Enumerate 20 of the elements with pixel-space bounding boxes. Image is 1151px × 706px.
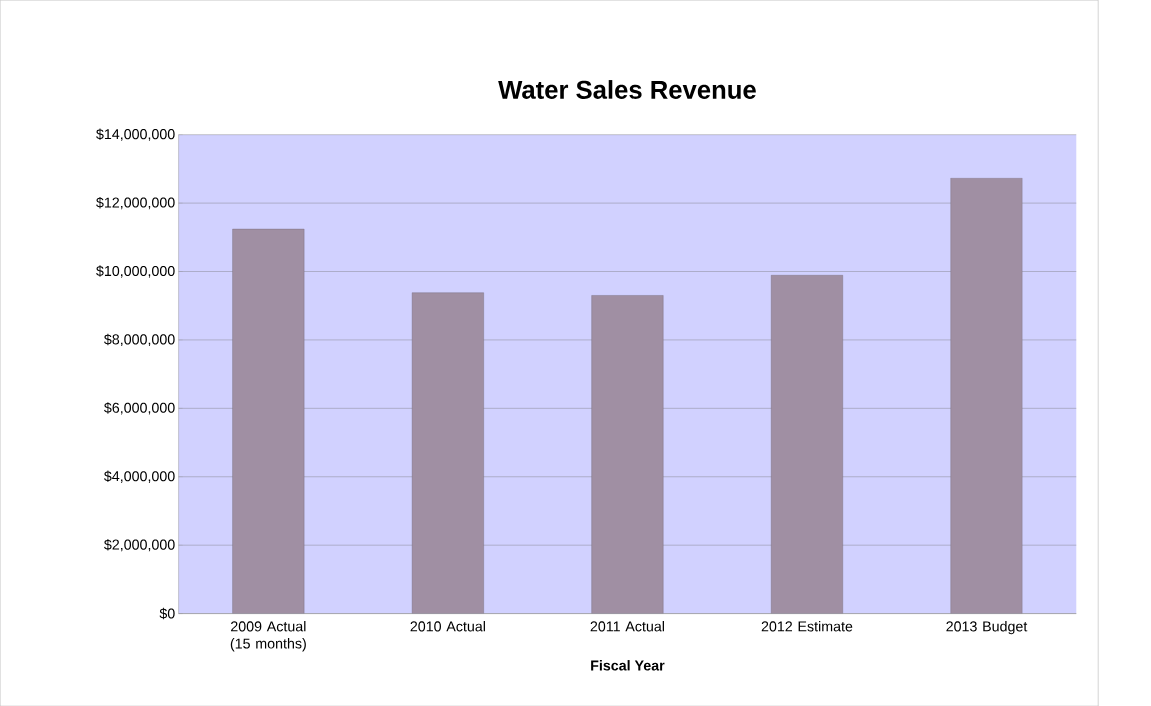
y-tick-label: $14,000,000 xyxy=(96,128,175,141)
x-tick-label: 2009 Actual (15 months) xyxy=(230,620,306,652)
bar xyxy=(771,274,843,614)
y-tick-label: $4,000,000 xyxy=(104,470,175,483)
bar xyxy=(411,292,484,614)
y-tick-label: $8,000,000 xyxy=(104,333,175,346)
y-tick-label: $10,000,000 xyxy=(96,265,175,278)
bar xyxy=(232,228,305,614)
bar xyxy=(950,177,1023,614)
y-tick-label: $6,000,000 xyxy=(104,402,175,415)
x-tick-label: 2011 Actual xyxy=(590,620,664,632)
bar xyxy=(591,295,664,614)
x-tick-label: 2012 Estimate xyxy=(761,620,853,632)
x-tick-label: 2010 Actual xyxy=(410,620,485,632)
y-tick-label: $0 xyxy=(159,607,175,620)
x-tick-label: 2013 Budget xyxy=(946,620,1028,635)
x-axis-title: Fiscal Year xyxy=(591,659,665,671)
y-tick-label: $2,000,000 xyxy=(104,538,175,552)
y-tick-label: $12,000,000 xyxy=(96,196,175,210)
chart-title: Water Sales Revenue xyxy=(498,79,756,99)
